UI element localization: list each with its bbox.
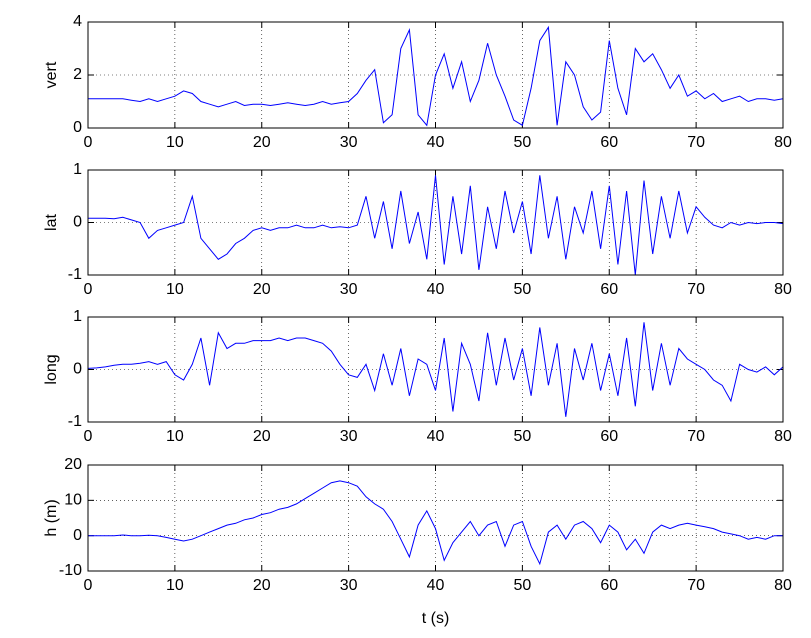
y-tick-label: 2 <box>73 66 82 83</box>
x-tick-label: 60 <box>600 134 618 151</box>
x-tick-label: 30 <box>340 281 358 298</box>
x-tick-label: 80 <box>774 281 792 298</box>
x-tick-label: 10 <box>166 134 184 151</box>
y-axis-label: vert <box>43 61 60 88</box>
x-tick-label: 60 <box>600 428 618 445</box>
x-tick-label: 10 <box>166 577 184 594</box>
x-tick-label: 40 <box>427 577 445 594</box>
x-tick-label: 50 <box>513 134 531 151</box>
axes-frame <box>87 169 784 276</box>
axes-frame <box>87 316 784 423</box>
y-tick-label: 1 <box>73 161 82 178</box>
y-tick-label: 20 <box>64 456 82 473</box>
y-axis-label: h (m) <box>43 499 60 536</box>
x-tick-label: 70 <box>687 577 705 594</box>
x-tick-label: 70 <box>687 281 705 298</box>
data-line <box>87 322 784 417</box>
y-axis-label: lat <box>43 214 60 231</box>
y-tick-label: 0 <box>73 214 82 231</box>
x-tick-label: 60 <box>600 577 618 594</box>
x-tick-label: 0 <box>84 577 93 594</box>
x-tick-label: 30 <box>340 134 358 151</box>
x-tick-label: 0 <box>84 428 93 445</box>
x-tick-label: 30 <box>340 577 358 594</box>
axes-frame <box>87 464 784 572</box>
x-tick-label: 30 <box>340 428 358 445</box>
data-line <box>88 25 784 127</box>
y-tick-label: 0 <box>73 119 82 136</box>
x-tick-label: 10 <box>166 428 184 445</box>
x-tick-label: 40 <box>427 281 445 298</box>
x-tick-label: 0 <box>84 281 93 298</box>
x-tick-label: 80 <box>774 134 792 151</box>
x-tick-label: 40 <box>427 134 445 151</box>
x-tick-label: 50 <box>513 281 531 298</box>
x-tick-label: 40 <box>427 428 445 445</box>
y-axis-label: long <box>43 354 60 384</box>
x-tick-label: 50 <box>513 577 531 594</box>
axes-frame <box>87 21 784 129</box>
y-tick-label: -1 <box>68 413 82 430</box>
data-line <box>88 480 783 566</box>
y-tick-label: 4 <box>73 13 82 30</box>
x-tick-label: 20 <box>253 577 271 594</box>
x-tick-label: 20 <box>253 428 271 445</box>
x-tick-label: 80 <box>774 428 792 445</box>
x-axis-label: t (s) <box>422 610 450 627</box>
y-tick-label: 0 <box>73 527 82 544</box>
x-tick-label: 10 <box>166 281 184 298</box>
y-tick-label: 10 <box>64 492 82 509</box>
x-tick-label: 20 <box>253 281 271 298</box>
data-line <box>88 175 784 276</box>
y-tick-label: 0 <box>73 361 82 378</box>
x-tick-label: 20 <box>253 134 271 151</box>
y-tick-label: -1 <box>68 266 82 283</box>
x-tick-label: 50 <box>513 428 531 445</box>
y-tick-label: -10 <box>59 562 82 579</box>
x-tick-label: 70 <box>687 428 705 445</box>
y-tick-label: 1 <box>73 308 82 325</box>
x-tick-label: 60 <box>600 281 618 298</box>
x-tick-label: 80 <box>774 577 792 594</box>
x-tick-label: 70 <box>687 134 705 151</box>
x-tick-label: 0 <box>84 134 93 151</box>
